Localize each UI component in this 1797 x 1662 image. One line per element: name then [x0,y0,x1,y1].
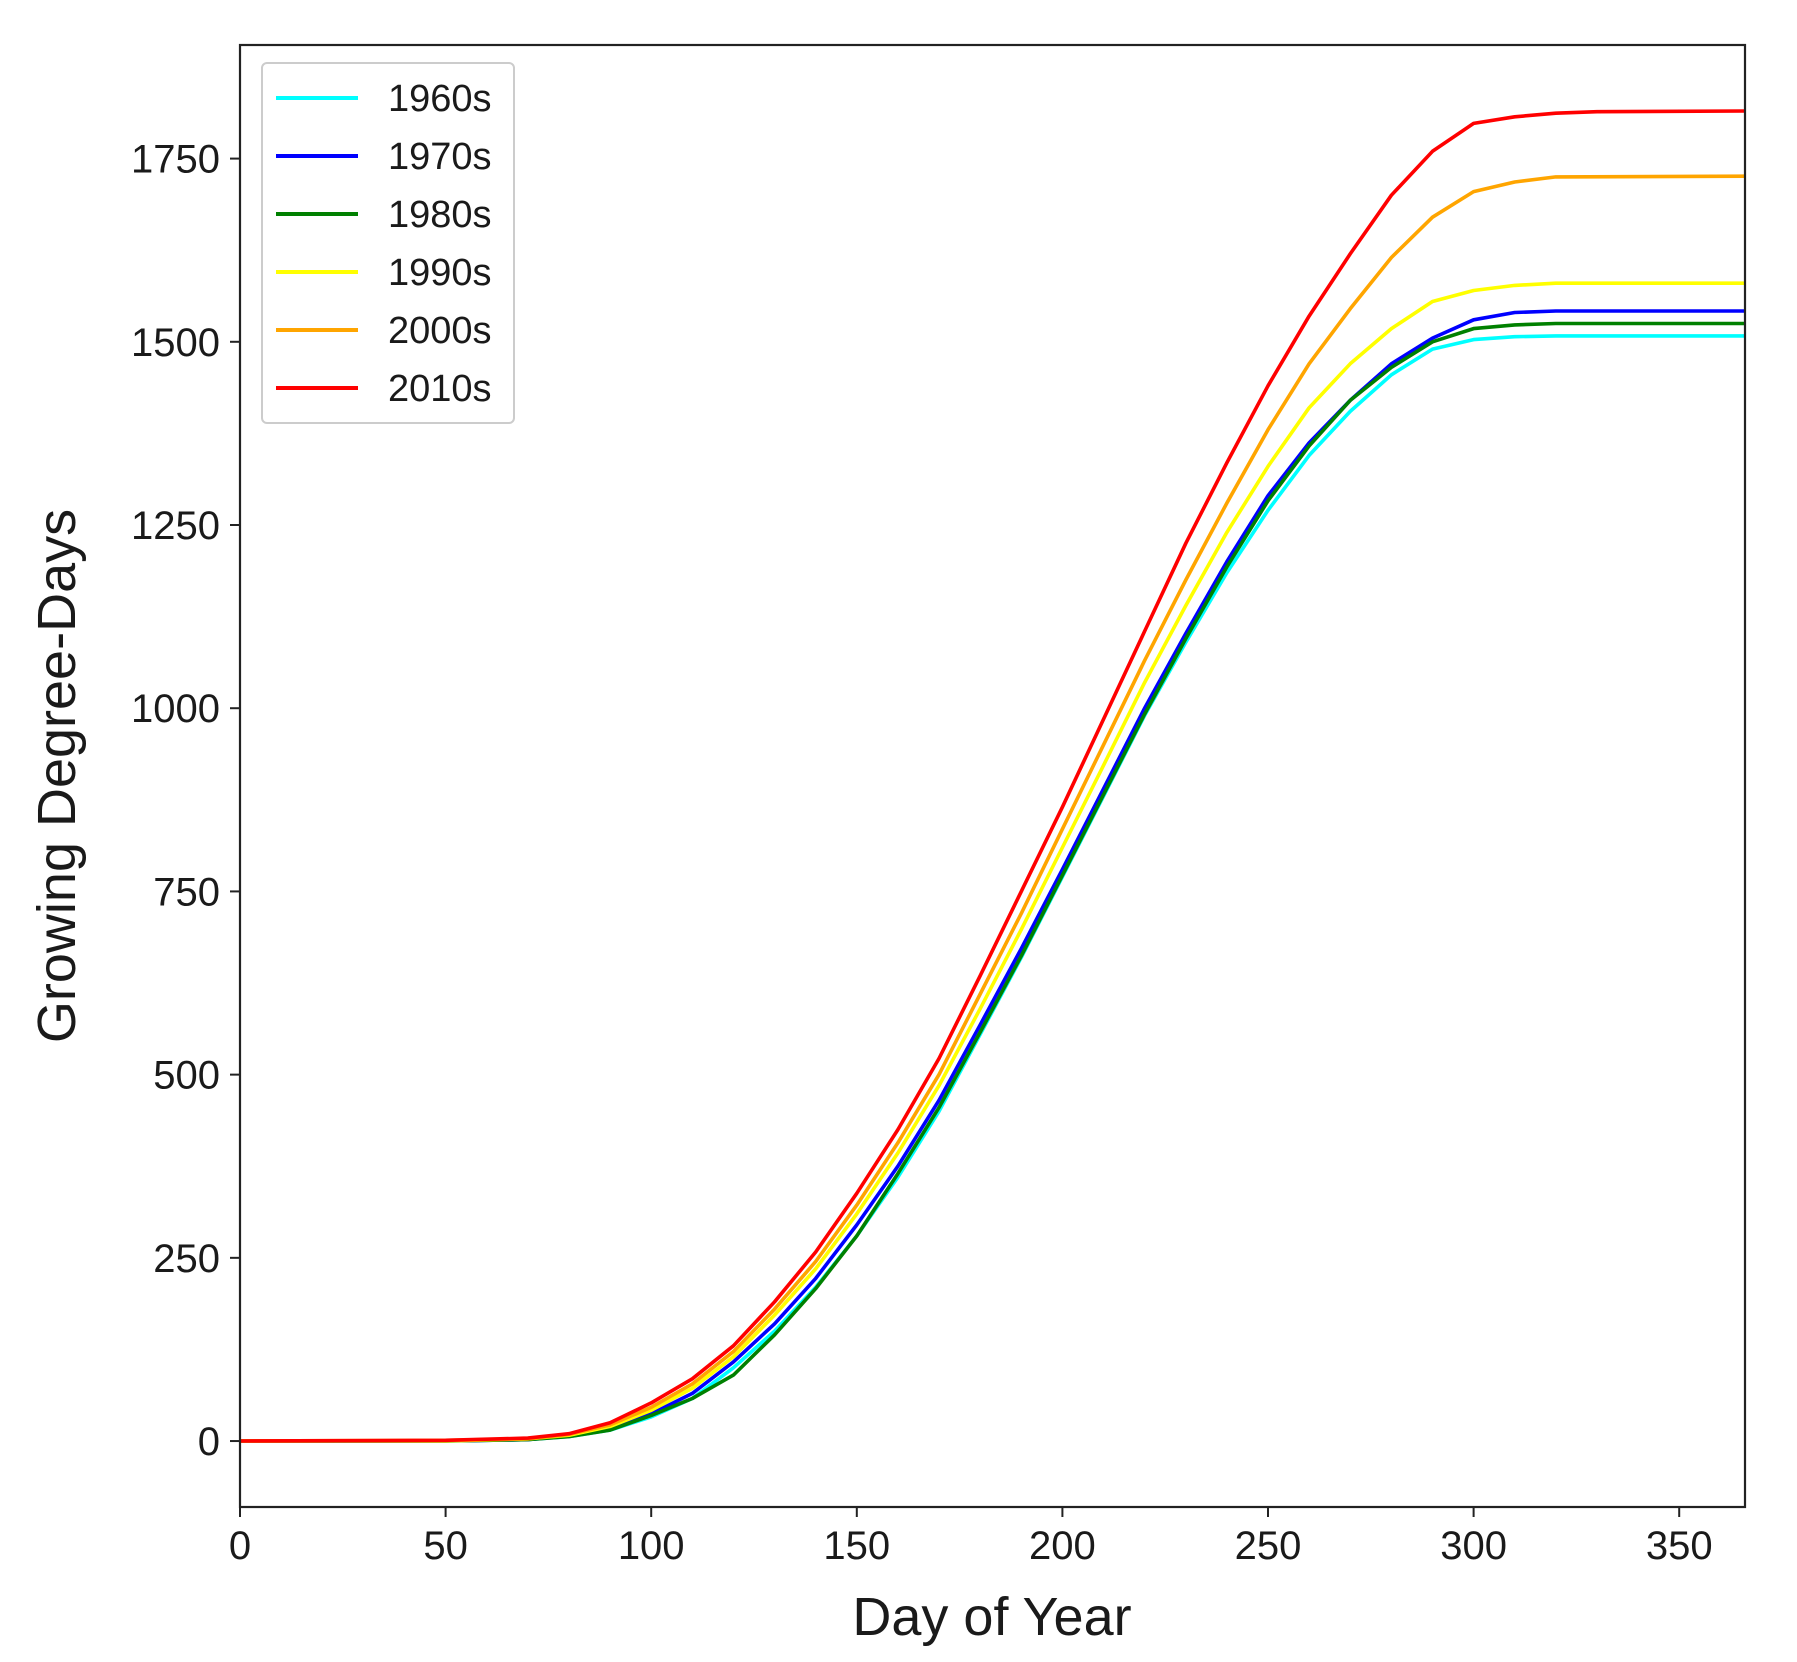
y-axis-title: Growing Degree-Days [27,509,87,1043]
y-tick-label: 750 [153,870,220,914]
x-tick-label: 50 [423,1524,468,1568]
y-tick-label: 1000 [131,687,220,731]
legend-box [261,62,515,424]
series-line-1980s [240,321,1745,1443]
x-tick-label: 350 [1646,1524,1713,1568]
legend: 1960s 1970s 1980s 1990s 2000s 2010s [261,62,515,424]
y-tick-label: 1750 [131,138,220,182]
y-tick-label: 500 [153,1054,220,1098]
legend-label-1990s: 1990s [388,252,492,294]
series-line-1960s [240,334,1745,1443]
series-line-1970s [240,309,1745,1443]
x-tick-label: 200 [1029,1524,1096,1568]
x-tick-label: 100 [618,1524,685,1568]
legend-label-1960s: 1960s [388,78,492,120]
series-line-1990s [240,281,1745,1443]
y-tick-label: 250 [153,1237,220,1281]
x-tick-label: 300 [1440,1524,1507,1568]
series-line-2000s [239,174,1746,1443]
x-tick-label: 0 [229,1524,251,1568]
x-axis-title: Day of Year [852,1587,1131,1647]
legend-label-1970s: 1970s [388,136,492,178]
plot-frame [238,43,1747,1509]
x-axis: 0 50 100 150 200 250 300 350 [229,1507,1713,1568]
x-tick-label: 150 [823,1524,890,1568]
legend-label-1980s: 1980s [388,194,492,236]
y-tick-label: 1500 [131,321,220,365]
y-tick-label: 1250 [131,504,220,548]
legend-label-2000s: 2000s [388,310,492,352]
plot-area [239,109,1746,1443]
series-line-2010s [239,109,1746,1443]
y-axis: 0 250 500 750 1000 1250 1500 1750 [131,138,240,1464]
x-tick-label: 250 [1235,1524,1302,1568]
legend-label-2010s: 2010s [388,368,492,410]
y-tick-label: 0 [198,1420,220,1464]
